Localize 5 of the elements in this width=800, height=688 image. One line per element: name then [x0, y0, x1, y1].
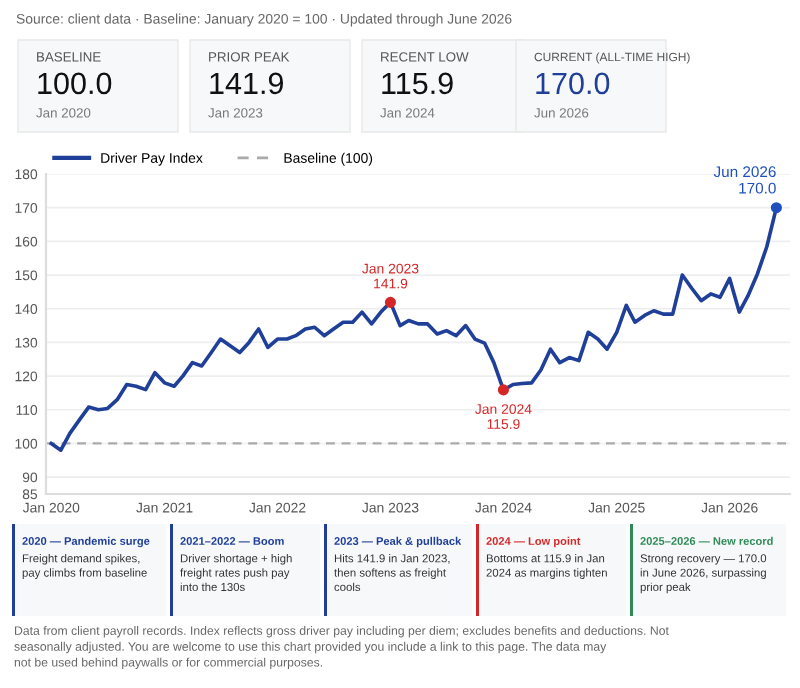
point [770, 202, 782, 214]
text: 115.9 [382, 72, 453, 95]
text: 100.0 [38, 72, 112, 95]
text: 141.9 [210, 72, 284, 95]
text: 170.0 [536, 72, 610, 95]
